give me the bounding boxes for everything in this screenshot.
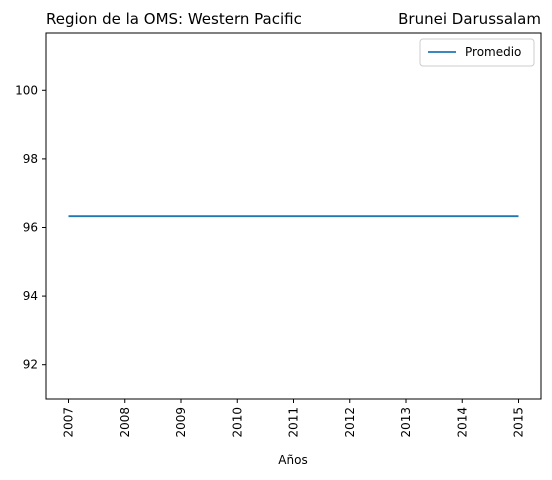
chart-title-left: Region de la OMS: Western Pacific bbox=[46, 10, 302, 28]
y-tick-label-94: 94 bbox=[23, 289, 38, 303]
x-tick-label-2010: 2010 bbox=[230, 407, 244, 438]
y-axis: 92 94 96 98 100 bbox=[15, 83, 46, 372]
legend: Promedio bbox=[419, 38, 535, 67]
x-tick-label-2015: 2015 bbox=[512, 407, 526, 438]
y-tick-label-98: 98 bbox=[23, 152, 38, 166]
y-tick-label-92: 92 bbox=[23, 358, 38, 372]
x-tick-label-2014: 2014 bbox=[455, 407, 469, 438]
legend-box bbox=[419, 38, 535, 67]
legend-label: Promedio bbox=[465, 45, 521, 59]
x-tick-label-2007: 2007 bbox=[62, 407, 76, 438]
x-tick-label-2012: 2012 bbox=[343, 407, 357, 438]
y-tick-label-100: 100 bbox=[15, 83, 38, 97]
chart-title-right: Brunei Darussalam bbox=[398, 10, 541, 28]
y-tick-label-96: 96 bbox=[23, 220, 38, 234]
x-axis: 2007 2008 2009 2010 2011 2012 2013 2014 2015 bbox=[62, 399, 526, 438]
x-tick-label-2009: 2009 bbox=[174, 407, 188, 438]
x-axis-label: Años bbox=[278, 453, 307, 467]
x-tick-label-2008: 2008 bbox=[118, 407, 132, 438]
x-tick-label-2011: 2011 bbox=[287, 407, 301, 438]
x-tick-label-2013: 2013 bbox=[399, 407, 413, 438]
